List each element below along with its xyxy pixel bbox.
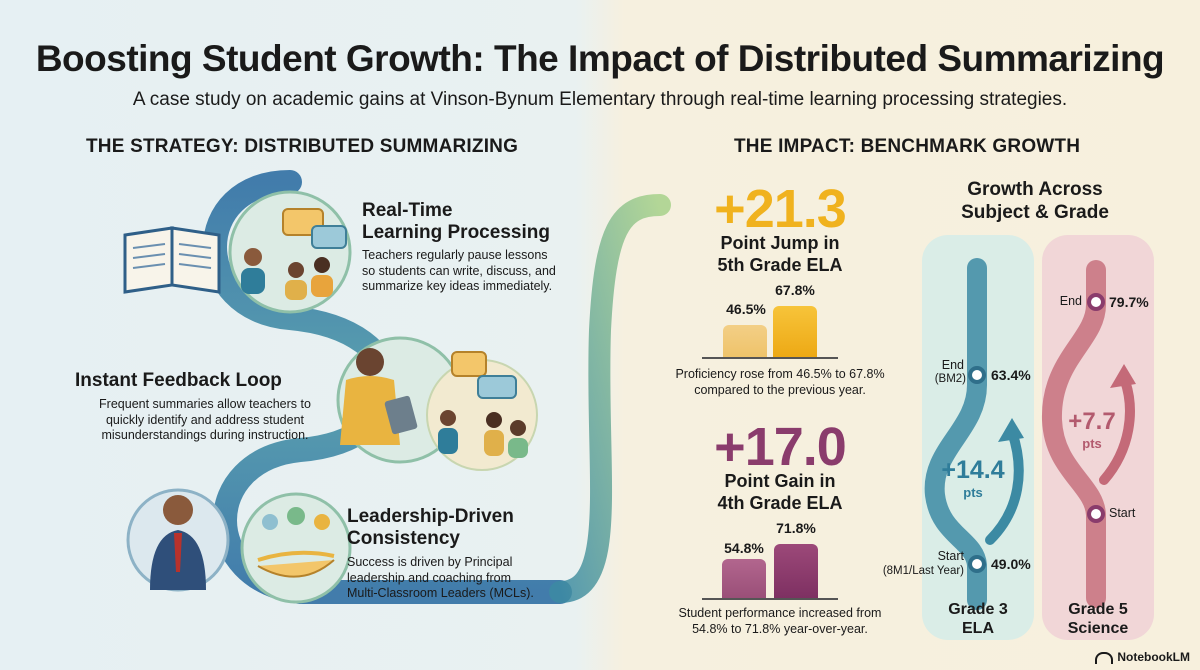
connector-path	[549, 194, 671, 603]
stat2-note: Student performance increased from 54.8%…	[650, 606, 910, 637]
grade5-route	[1041, 260, 1106, 608]
stat1-value: +21.3	[714, 179, 847, 239]
brand-badge: NotebookLM	[1095, 650, 1190, 664]
strategy-item-1-title-2: Learning Processing	[362, 222, 550, 243]
notebooklm-logo-icon	[1095, 652, 1114, 664]
grade5-arrow	[1099, 373, 1135, 485]
grade3-end-dot	[968, 366, 986, 384]
growth-title-line2: Subject & Grade	[961, 202, 1109, 223]
grade3-end-label: End	[941, 358, 964, 372]
stat2-label: Point Gain in 4th Grade ELA	[660, 470, 900, 514]
stat2-note-line2: 54.8% to 71.8% year-over-year.	[692, 621, 868, 636]
stat2-bar-before	[722, 559, 766, 598]
stat1-note-line1: Proficiency rose from 46.5% to 67.8%	[675, 367, 885, 381]
grade5-gain: +7.7 pts	[1058, 408, 1126, 451]
stat1-label: Point Jump in 5th Grade ELA	[660, 232, 900, 276]
grade3-start-value: 49.0%	[991, 556, 1031, 572]
grade5-end-value: 79.7%	[1109, 294, 1149, 310]
grade5-gain-value: +7.7	[1068, 408, 1116, 435]
grade5-name-line1: Grade 5	[1068, 601, 1128, 618]
stat2-value: +17.0	[714, 417, 847, 477]
grade5-end-dot	[1087, 293, 1105, 311]
strategy-item-2-desc-3: misunderstandings during instruction.	[101, 428, 309, 442]
grade5-gain-unit: pts	[1082, 436, 1102, 451]
grade3-end-sub: (BM2)	[934, 373, 966, 385]
grade5-name-line2: Science	[1067, 620, 1129, 637]
grade5-start-label: Start	[1109, 506, 1136, 520]
grade5-end-label: End	[1059, 294, 1082, 308]
strategy-item-3-title-1: Leadership-Driven	[347, 506, 514, 527]
stat2-baseline	[702, 598, 838, 600]
stat1-bar-before-label: 46.5%	[726, 301, 766, 317]
grade3-arrow	[985, 427, 1024, 545]
growth-title-line1: Growth Across	[967, 179, 1103, 200]
strategy-item-3-desc-1: Success is driven by Principal	[347, 555, 513, 569]
strategy-item-1-desc-1: Teachers regularly pause lessons	[362, 248, 548, 262]
impact-heading: THE IMPACT: BENCHMARK GROWTH	[734, 136, 1081, 157]
brand-name: NotebookLM	[1117, 650, 1190, 664]
grade3-name: Grade 3 ELA	[930, 600, 1026, 638]
stat2-note-line1: Student performance increased from	[678, 606, 882, 620]
grade3-gain-value: +14.4	[941, 456, 1005, 484]
grade3-end-value: 63.4%	[991, 367, 1031, 383]
grade3-name-line1: Grade 3	[948, 601, 1008, 618]
grade3-start-dot	[968, 555, 986, 573]
grade3-name-line2: ELA	[962, 620, 994, 637]
strategy-item-3-title-2: Consistency	[347, 528, 460, 549]
strategy-item-3-desc-3: Multi-Classroom Leaders (MCLs).	[347, 586, 534, 600]
growth-title: Growth Across Subject & Grade	[925, 178, 1145, 224]
stat2-bar-after-label: 71.8%	[776, 520, 816, 536]
stat1-note: Proficiency rose from 46.5% to 67.8% com…	[655, 367, 905, 398]
stat2-bar-after	[774, 544, 818, 598]
page-subtitle: A case study on academic gains at Vinson…	[132, 89, 1068, 110]
grade5-track	[1042, 235, 1154, 640]
stat2-label-line1: Point Gain in	[724, 471, 836, 491]
strategy-item-2-title: Instant Feedback Loop	[75, 370, 282, 391]
stat1-label-line1: Point Jump in	[720, 233, 840, 253]
grade3-arrowhead	[998, 418, 1024, 442]
grade5-name: Grade 5 Science	[1048, 600, 1148, 638]
strategy-item-2-desc-2: quickly identify and address student	[105, 412, 305, 427]
stat2-bar-before-label: 54.8%	[724, 540, 764, 556]
strategy-item-2-desc-1: Frequent summaries allow teachers to	[99, 397, 311, 411]
grade5-arrowhead	[1110, 364, 1136, 388]
stat1-bar-after-label: 67.8%	[775, 282, 815, 298]
grade3-start-label: Start	[937, 549, 964, 563]
grade3-start-sub: (8M1/Last Year)	[882, 565, 964, 577]
reading-illustration	[123, 190, 352, 314]
grade3-gain: +14.4 pts	[928, 456, 1018, 500]
stat1-bar-before	[723, 325, 767, 357]
teacher-illustration	[336, 336, 538, 471]
strategy-heading: THE STRATEGY: DISTRIBUTED SUMMARIZING	[86, 136, 519, 157]
stat2-label-line2: 4th Grade ELA	[717, 493, 843, 513]
leadership-illustration	[126, 488, 352, 604]
grade3-route	[924, 258, 987, 610]
grade3-gain-unit: pts	[963, 485, 983, 500]
grade5-start-dot	[1087, 505, 1105, 523]
stat1-baseline	[702, 357, 838, 359]
stat1-note-line2: compared to the previous year.	[694, 382, 866, 397]
strategy-item-1-desc-2: so students can write, discuss, and	[362, 263, 556, 278]
strategy-item-1-title-1: Real-Time	[362, 200, 453, 221]
strategy-item-3-desc-2: leadership and coaching from	[347, 570, 511, 585]
strategy-item-1-desc-3: summarize key ideas immediately.	[362, 279, 553, 293]
strategy-item-1: Real-Time Learning Processing Teachers r…	[362, 200, 592, 295]
strategy-item-3: Leadership-Driven Consistency Success is…	[347, 506, 577, 602]
strategy-item-2: Instant Feedback Loop Frequent summaries…	[74, 370, 344, 444]
stat1-label-line2: 5th Grade ELA	[717, 255, 843, 275]
page-title: Boosting Student Growth: The Impact of D…	[35, 38, 1165, 79]
stat1-bar-after	[773, 306, 817, 357]
